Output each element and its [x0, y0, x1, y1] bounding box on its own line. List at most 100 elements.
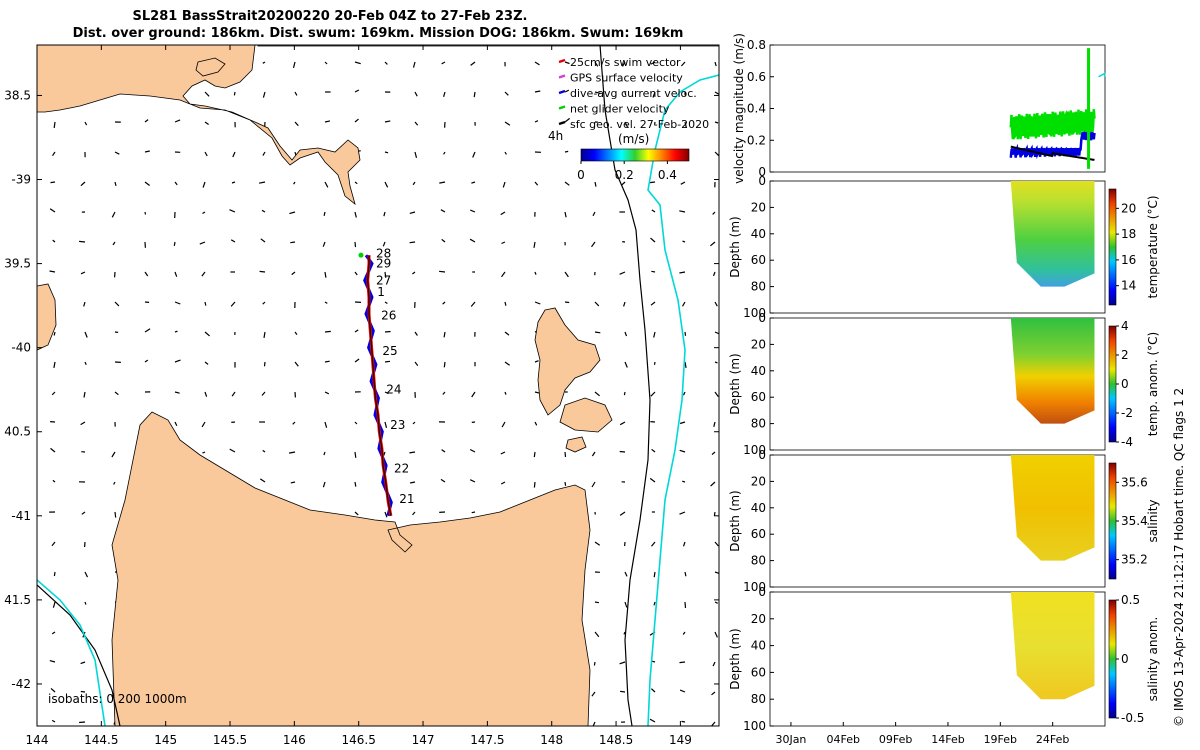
map-legend: 25cm/s swim vector GPS surface velocity di…: [558, 56, 709, 131]
current-arrow: [502, 181, 506, 188]
current-arrow: [409, 451, 416, 454]
current-arrow: [504, 391, 507, 395]
x-tick-label: 144.5: [84, 733, 118, 747]
current-arrow: [620, 690, 626, 693]
time-tick-label: 24Feb: [1036, 733, 1069, 746]
x-tick-label: 148: [540, 733, 563, 747]
colorbar-label: temp. anom. (°C): [1146, 332, 1160, 436]
current-arrow: [624, 601, 628, 608]
current-arrow: [324, 421, 328, 428]
current-arrow: [382, 241, 386, 247]
land-tasmania: [111, 411, 591, 726]
isobath-200m-east: [599, 45, 651, 726]
current-arrow: [501, 421, 506, 428]
current-arrow: [354, 329, 359, 333]
current-arrow: [51, 391, 56, 396]
map-frame: [36, 44, 720, 727]
current-arrow: [49, 208, 56, 213]
y-axis-label: velocity magnitude (m/s): [732, 33, 746, 184]
current-arrow: [624, 571, 628, 577]
day-label: 25: [382, 344, 397, 358]
x-tick-label: 144: [26, 733, 49, 747]
current-arrow: [259, 478, 266, 483]
current-arrow: [174, 391, 180, 394]
current-arrow: [594, 601, 600, 604]
current-arrow: [144, 181, 150, 186]
current-arrow: [591, 691, 596, 697]
colorbar-label: salinity anom.: [1146, 617, 1160, 702]
current-arrow: [594, 301, 600, 307]
current-arrow: [564, 61, 570, 65]
y-tick-label: 40.5: [4, 425, 31, 439]
current-arrow: [470, 61, 476, 66]
current-arrow: [714, 301, 718, 307]
colorbar-label: (m/s): [618, 132, 649, 146]
y-tick-label: 100: [743, 580, 766, 594]
current-arrow: [624, 91, 627, 96]
x-tick-label: 145: [154, 733, 177, 747]
current-arrow: [681, 301, 686, 307]
current-arrow: [294, 361, 299, 367]
y-tick-label: 0: [758, 174, 766, 188]
current-arrow: [534, 181, 539, 186]
colorbar-tick-label: -2: [1121, 406, 1133, 420]
current-arrow: [324, 330, 331, 333]
current-arrow: [53, 571, 56, 577]
colorbar-tick-label: 14: [1121, 279, 1136, 293]
current-arrow: [201, 421, 206, 428]
current-arrow: [623, 301, 626, 307]
current-arrow: [680, 181, 686, 185]
current-arrow: [534, 61, 540, 66]
y-tick-label: 40: [751, 501, 766, 515]
current-arrow: [594, 91, 601, 94]
current-arrow: [354, 181, 358, 185]
current-arrow: [652, 91, 656, 98]
x-tick-label: 147.5: [470, 733, 504, 747]
current-arrow: [384, 360, 391, 363]
current-arrow: [500, 211, 506, 216]
current-arrow: [441, 238, 446, 243]
current-arrow: [52, 601, 56, 608]
colorbar-tick-label: 35.2: [1121, 553, 1148, 567]
current-arrow: [593, 661, 596, 666]
current-arrow: [710, 481, 716, 487]
current-arrow: [80, 271, 86, 275]
time-tick-label: 14Feb: [931, 733, 964, 746]
current-arrow: [52, 151, 56, 157]
current-arrow: [79, 721, 86, 724]
current-arrow: [50, 687, 56, 693]
current-arrow: [231, 391, 236, 397]
current-arrow: [204, 121, 209, 125]
panel-colorbar: [1108, 599, 1117, 719]
y-tick-label: 20: [751, 337, 766, 351]
current-arrow: [322, 241, 326, 247]
current-arrow: [624, 331, 628, 337]
time-axis: 30Jan 04Feb 09Feb 14Feb 19Feb 24Feb: [775, 722, 1069, 746]
current-arrow: [229, 448, 236, 453]
y-tick-label: 0: [758, 311, 766, 325]
current-arrow: [294, 331, 298, 336]
y-tick-label: 60: [751, 253, 766, 267]
current-arrow: [111, 451, 116, 458]
current-arrow: [324, 271, 327, 278]
land-flinders-island: [534, 307, 601, 416]
current-arrow: [619, 450, 626, 453]
current-arrow: [534, 90, 541, 93]
day-label: 28: [376, 247, 391, 261]
x-tick-label: 147: [412, 733, 435, 747]
current-arrow: [260, 238, 266, 243]
current-arrow: [174, 421, 178, 427]
current-arrow: [679, 210, 686, 213]
current-arrow: [711, 451, 716, 456]
legend-entry: GPS surface velocity: [570, 72, 683, 85]
x-tick-label: 149: [669, 733, 692, 747]
current-arrow: [384, 120, 391, 123]
isobath-1000m-west: [37, 579, 106, 726]
current-arrow: [412, 61, 416, 68]
current-arrow: [619, 661, 626, 665]
current-arrow: [534, 421, 538, 426]
current-arrow: [653, 601, 656, 606]
y-tick-label: 40: [751, 639, 766, 653]
panel-temperature: 100 80 60 40 20 0 Depth (m) 14 16 18 20 temperature…: [728, 174, 1160, 320]
colorbar-tick-label: 0.2: [615, 168, 634, 182]
